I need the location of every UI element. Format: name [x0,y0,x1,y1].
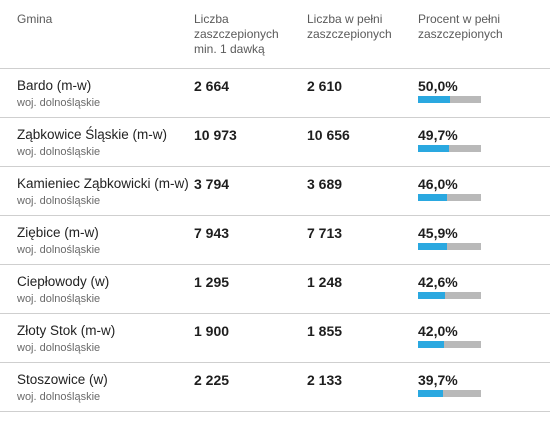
voivodeship-label: woj. dolnośląskie [17,391,101,403]
fully-vaccinated-count: 2 133 [307,372,343,388]
progress-bar [418,96,481,103]
table-row: Ziębice (m-w) woj. dolnośląskie 7 943 7 713… [0,216,550,265]
table-header: Gmina Liczba zaszczepionych min. 1 dawką… [0,0,550,69]
progress-bar [418,390,481,397]
min1-dose-count: 3 794 [194,176,230,192]
fully-vaccinated-count: 1 855 [307,323,343,339]
table-row: Stoszowice (w) woj. dolnośląskie 2 225 2 13… [0,363,550,412]
progress-bar [418,145,481,152]
header-gmina[interactable]: Gmina [17,12,53,26]
progress-bar-fill [418,145,450,152]
table-row: Kamieniec Ząbkowicki (m-w) woj. dolnośląs… [0,167,550,216]
fully-vaccinated-count: 1 248 [307,274,343,290]
min1-dose-count: 10 973 [194,127,237,143]
table-row: Złoty Stok (m-w) woj. dolnośląskie 1 900 1 … [0,314,550,363]
percent-value: 42,0% [418,323,458,339]
progress-bar-fill [418,96,450,103]
progress-bar [418,194,481,201]
voivodeship-label: woj. dolnośląskie [17,97,101,109]
voivodeship-label: woj. dolnośląskie [17,342,101,354]
percent-value: 50,0% [418,78,458,94]
progress-bar [418,243,481,250]
gmina-name: Stoszowice (w) [17,372,108,387]
progress-bar-fill [418,390,443,397]
fully-vaccinated-count: 7 713 [307,225,343,241]
gmina-name: Ziębice (m-w) [17,225,99,240]
progress-bar-fill [418,243,447,250]
voivodeship-label: woj. dolnośląskie [17,146,101,158]
gmina-name: Złoty Stok (m-w) [17,323,116,338]
gmina-name: Ząbkowice Śląskie (m-w) [17,127,168,142]
fully-vaccinated-count: 3 689 [307,176,343,192]
min1-dose-count: 2 664 [194,78,230,94]
percent-value: 49,7% [418,127,458,143]
progress-bar-fill [418,292,445,299]
header-min1-dose[interactable]: Liczba zaszczepionych min. 1 dawką [194,12,279,56]
min1-dose-count: 7 943 [194,225,230,241]
header-percent-fully[interactable]: Procent w pełni zaszczepionych [418,12,503,41]
progress-bar-fill [418,194,447,201]
percent-value: 46,0% [418,176,458,192]
min1-dose-count: 1 295 [194,274,230,290]
table-row: Ząbkowice Śląskie (m-w) woj. dolnośląskie… [0,118,550,167]
fully-vaccinated-count: 10 656 [307,127,350,143]
gmina-name: Bardo (m-w) [17,78,92,93]
progress-bar [418,341,481,348]
gmina-name: Kamieniec Ząbkowicki (m-w) [17,176,189,191]
fully-vaccinated-count: 2 610 [307,78,343,94]
percent-value: 39,7% [418,372,458,388]
percent-value: 42,6% [418,274,458,290]
table-row: Bardo (m-w) woj. dolnośląskie 2 664 2 610 50… [0,69,550,118]
header-fully-vaccinated[interactable]: Liczba w pełni zaszczepionych [307,12,392,41]
percent-value: 45,9% [418,225,458,241]
voivodeship-label: woj. dolnośląskie [17,293,101,305]
voivodeship-label: woj. dolnośląskie [17,195,101,207]
table-row: Ciepłowody (w) woj. dolnośląskie 1 295 1 24… [0,265,550,314]
progress-bar [418,292,481,299]
voivodeship-label: woj. dolnośląskie [17,244,101,256]
min1-dose-count: 2 225 [194,372,230,388]
gmina-name: Ciepłowody (w) [17,274,110,289]
min1-dose-count: 1 900 [194,323,230,339]
progress-bar-fill [418,341,445,348]
